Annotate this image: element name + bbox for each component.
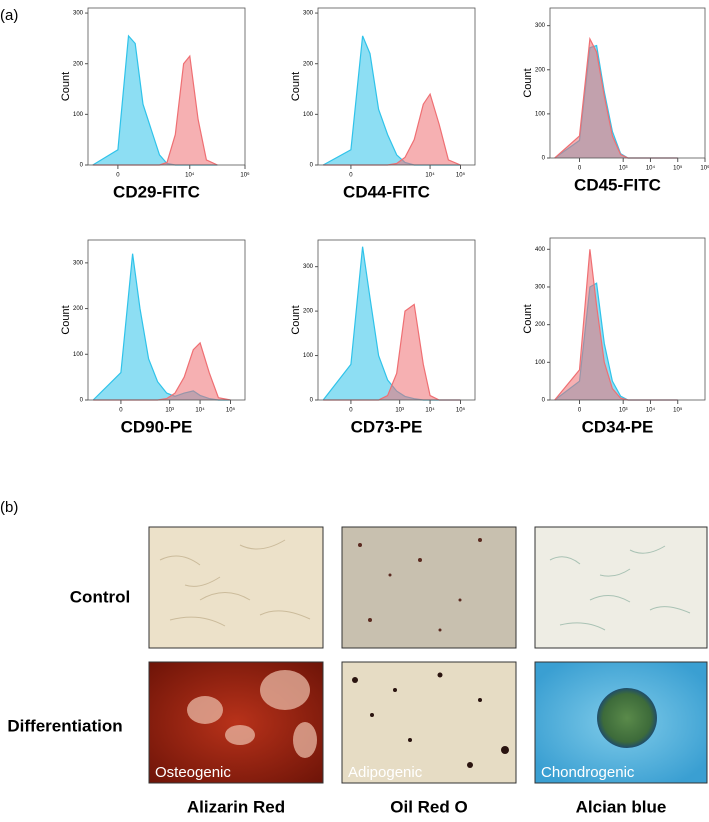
plot-frame — [317, 239, 476, 401]
y-axis-title: Count — [290, 305, 302, 334]
x-tick-label: 10⁶ — [700, 165, 709, 172]
y-tick-label: 300 — [535, 23, 546, 29]
row-label: Differentiation — [7, 716, 122, 735]
y-tick-label: 0 — [310, 163, 314, 169]
overlay-label: Adipogenic — [348, 764, 423, 781]
x-axis-title: CD90-PE — [121, 417, 193, 436]
column-label: Alizarin Red — [187, 797, 285, 816]
x-tick-label: 10⁵ — [456, 407, 466, 414]
y-tick-label: 200 — [73, 306, 84, 312]
y-tick-label: 0 — [542, 156, 546, 162]
panel-label: (b) — [0, 499, 18, 516]
y-tick-label: 200 — [303, 61, 314, 67]
plot-frame — [87, 239, 246, 401]
stain-blobs — [187, 670, 317, 758]
y-tick-label: 0 — [80, 398, 84, 404]
plot-frame — [549, 7, 706, 159]
histogram: 0 100 200 300 0 10⁴ 10⁶ CD29-FITC Count — [60, 7, 250, 201]
histogram-area — [322, 246, 461, 401]
x-tick-label: 0 — [119, 408, 123, 414]
y-tick-label: 200 — [73, 61, 84, 67]
panel-label: (a) — [0, 7, 18, 24]
x-tick-label: 10⁵ — [673, 407, 683, 414]
y-axis-title: Count — [60, 72, 72, 101]
micrograph — [534, 526, 708, 649]
x-tick-label: 10⁵ — [673, 165, 683, 172]
cell-texture — [159, 539, 311, 627]
y-tick-label: 200 — [535, 67, 546, 73]
histogram: 0 100 200 300 400 0 10³ 10⁴ 10⁵ CD34-PE Count — [522, 237, 706, 436]
x-tick-label: 10⁴ — [425, 172, 435, 179]
y-tick-label: 300 — [73, 260, 84, 266]
y-tick-label: 0 — [80, 163, 84, 169]
y-tick-label: 200 — [303, 309, 314, 315]
y-tick-label: 100 — [535, 360, 546, 366]
y-axis-title: Count — [60, 305, 72, 334]
cell-texture — [549, 545, 691, 631]
x-axis-title: CD45-FITC — [574, 175, 661, 194]
x-tick-label: 10⁴ — [185, 172, 195, 179]
row-label: Control — [70, 587, 130, 606]
x-tick-label: 10⁴ — [646, 165, 656, 172]
y-tick-label: 300 — [535, 285, 546, 291]
y-tick-label: 300 — [73, 11, 84, 17]
x-tick-label: 10⁵ — [226, 407, 236, 414]
overlay-label: Chondrogenic — [541, 764, 635, 781]
x-axis-title: CD29-FITC — [113, 182, 200, 201]
micrograph — [341, 661, 517, 784]
x-tick-label: 0 — [116, 173, 120, 179]
micrograph — [148, 526, 324, 649]
histogram-area — [554, 249, 678, 401]
y-tick-label: 0 — [310, 398, 314, 404]
y-tick-label: 0 — [542, 398, 546, 404]
y-tick-label: 100 — [303, 112, 314, 118]
plot-frame — [87, 7, 246, 166]
overlay-label: Osteogenic — [155, 764, 231, 781]
x-tick-label: 10⁴ — [425, 407, 435, 414]
x-tick-label: 0 — [349, 173, 353, 179]
column-label: Alcian blue — [576, 797, 667, 816]
plot-frame — [317, 7, 476, 166]
x-tick-label: 0 — [349, 408, 353, 414]
stain-dots — [358, 538, 482, 632]
x-tick-label: 10⁴ — [195, 407, 205, 414]
x-axis-title: CD34-PE — [582, 417, 654, 436]
x-tick-label: 10³ — [395, 408, 404, 414]
y-tick-label: 300 — [303, 264, 314, 270]
histogram: 0 100 200 300 0 10⁴ 10⁵ CD44-FITC Count — [290, 7, 476, 201]
y-axis-title: Count — [290, 72, 302, 101]
y-tick-label: 100 — [73, 352, 84, 358]
histogram: 0 100 200 300 0 10³ 10⁴ 10⁵ 10⁶ CD45-FITC Count — [522, 7, 709, 194]
x-tick-label: 10⁴ — [646, 407, 656, 414]
x-tick-label: 10⁵ — [456, 172, 466, 179]
y-axis-title: Count — [522, 304, 534, 333]
y-axis-title: Count — [522, 68, 534, 97]
x-tick-label: 10⁶ — [240, 172, 250, 179]
x-axis-title: CD73-PE — [351, 417, 423, 436]
y-tick-label: 200 — [535, 322, 546, 328]
cartilage-pellet — [597, 688, 657, 748]
column-label: Oil Red O — [390, 797, 467, 816]
x-tick-label: 10³ — [165, 408, 174, 414]
micrograph — [341, 526, 517, 649]
micrograph-grid: Control Differentiation Alizarin Red Oil… — [7, 526, 708, 816]
stain-dots — [352, 672, 509, 768]
y-tick-label: 100 — [73, 112, 84, 118]
histogram: 0 100 200 300 0 10³ 10⁴ 10⁵ CD90-PE Count — [60, 239, 246, 436]
y-tick-label: 300 — [303, 11, 314, 17]
x-tick-label: 0 — [578, 166, 582, 172]
x-tick-label: 0 — [578, 408, 582, 414]
y-tick-label: 100 — [535, 111, 546, 117]
x-tick-label: 10³ — [619, 408, 628, 414]
histogram: 0 100 200 300 0 10³ 10⁴ 10⁵ CD73-PE Count — [290, 239, 476, 436]
x-tick-label: 10³ — [619, 166, 628, 172]
y-tick-label: 100 — [303, 353, 314, 359]
x-axis-title: CD44-FITC — [343, 182, 430, 201]
y-tick-label: 400 — [535, 247, 546, 253]
plot-frame — [549, 237, 706, 401]
